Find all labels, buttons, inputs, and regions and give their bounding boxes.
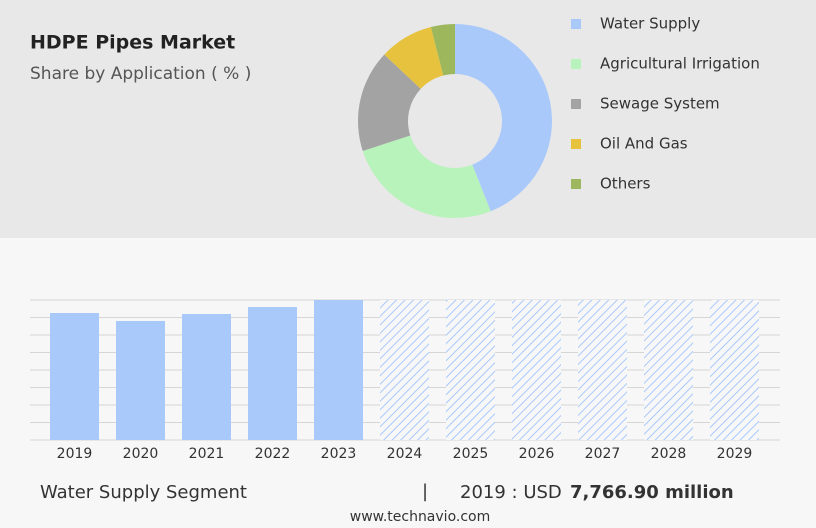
x-tick-label: 2028 — [651, 446, 687, 462]
forecast-placeholder — [710, 300, 759, 440]
legend-label: Agricultural Irrigation — [600, 55, 760, 73]
forecast-placeholder — [380, 300, 429, 440]
chart-subtitle: Share by Application ( % ) — [30, 64, 251, 84]
x-tick-label: 2024 — [387, 446, 423, 462]
x-tick-label: 2029 — [717, 446, 753, 462]
forecast-placeholder — [578, 300, 627, 440]
x-tick-label: 2025 — [453, 446, 489, 462]
legend-swatch — [571, 139, 581, 149]
legend-label: Sewage System — [600, 95, 720, 113]
x-tick-label: 2021 — [189, 446, 225, 462]
separator: | — [422, 481, 428, 502]
legend-swatch — [571, 19, 581, 29]
legend-swatch — [571, 179, 581, 189]
summary-value: 7,766.90 million — [570, 482, 734, 503]
donut-slice — [358, 54, 421, 151]
legend-swatch — [571, 99, 581, 109]
bar — [314, 300, 363, 440]
source: www.technavio.com — [350, 509, 491, 525]
legend-label: Water Supply — [600, 15, 700, 33]
chart-title: HDPE Pipes Market — [30, 32, 235, 54]
x-tick-label: 2019 — [57, 446, 93, 462]
x-tick-label: 2023 — [321, 446, 357, 462]
x-tick-label: 2027 — [585, 446, 621, 462]
x-tick-label: 2022 — [255, 446, 291, 462]
bar — [248, 306, 297, 440]
forecast-placeholder — [446, 300, 495, 440]
legend-swatch — [571, 59, 581, 69]
bar — [116, 320, 165, 440]
donut-slice — [430, 24, 455, 76]
legend-label: Others — [600, 175, 651, 193]
segment-label: Water Supply Segment — [40, 482, 247, 503]
donut-slice — [362, 135, 491, 218]
summary-year: 2019 : USD — [460, 482, 562, 503]
forecast-placeholder — [644, 300, 693, 440]
x-tick-label: 2020 — [123, 446, 159, 462]
x-tick-label: 2026 — [519, 446, 555, 462]
bar — [50, 313, 99, 440]
donut-slice — [384, 27, 444, 89]
legend-label: Oil And Gas — [600, 135, 688, 153]
bar — [182, 313, 231, 440]
forecast-placeholder — [512, 300, 561, 440]
donut-slice — [455, 24, 552, 212]
